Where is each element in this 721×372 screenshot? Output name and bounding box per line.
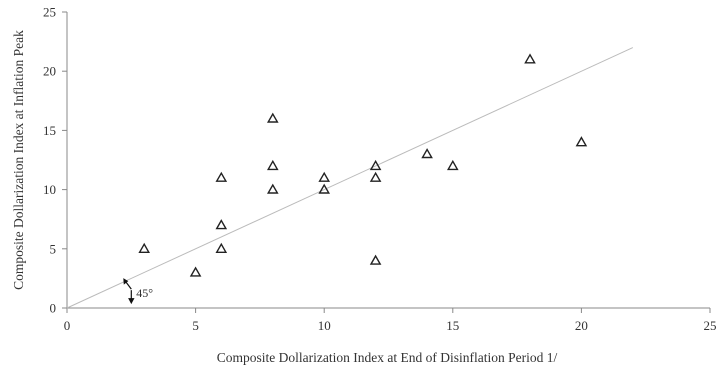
y-tick-label: 10 (43, 182, 56, 197)
reference-line-45-degree (66, 47, 634, 309)
x-tick-label: 15 (446, 318, 459, 333)
data-point (189, 266, 202, 277)
annotation-45-degree-label: 45° (136, 286, 153, 300)
data-point (318, 171, 331, 182)
data-point (524, 53, 536, 64)
data-point (266, 159, 279, 171)
data-point (446, 159, 459, 171)
y-tick-label: 0 (50, 301, 57, 316)
data-point (318, 183, 331, 194)
axes: 0 5 10 15 20 25 0 5 10 15 20 25 (43, 5, 717, 334)
data-point (215, 242, 228, 254)
x-axis-label: Composite Dollarization Index at End of … (217, 350, 558, 365)
y-tick-label: 25 (43, 5, 56, 20)
data-point (369, 254, 382, 265)
data-point (575, 136, 588, 147)
y-tick-label: 15 (43, 123, 56, 138)
data-point (369, 159, 382, 171)
x-tick-label: 10 (318, 318, 331, 333)
annotation-arrowhead-up (123, 278, 129, 285)
data-point (266, 112, 279, 123)
x-tick-label: 5 (192, 318, 199, 333)
y-axis-label: Composite Dollarization Index at Inflati… (11, 30, 26, 290)
annotation-arrowhead-down (128, 298, 135, 305)
y-tick-label: 5 (50, 241, 57, 256)
data-point (138, 242, 151, 254)
x-tick-label: 25 (704, 318, 717, 333)
data-points (138, 53, 588, 277)
reference-line-group (66, 47, 634, 309)
x-tick-label: 20 (575, 318, 588, 333)
data-point (369, 171, 382, 182)
annotation-group: 45° (123, 278, 153, 305)
data-point (421, 148, 433, 159)
data-point (215, 171, 228, 182)
data-point (215, 219, 228, 230)
x-tick-label: 0 (64, 318, 71, 333)
data-point (266, 183, 279, 194)
y-tick-label: 20 (43, 64, 56, 79)
